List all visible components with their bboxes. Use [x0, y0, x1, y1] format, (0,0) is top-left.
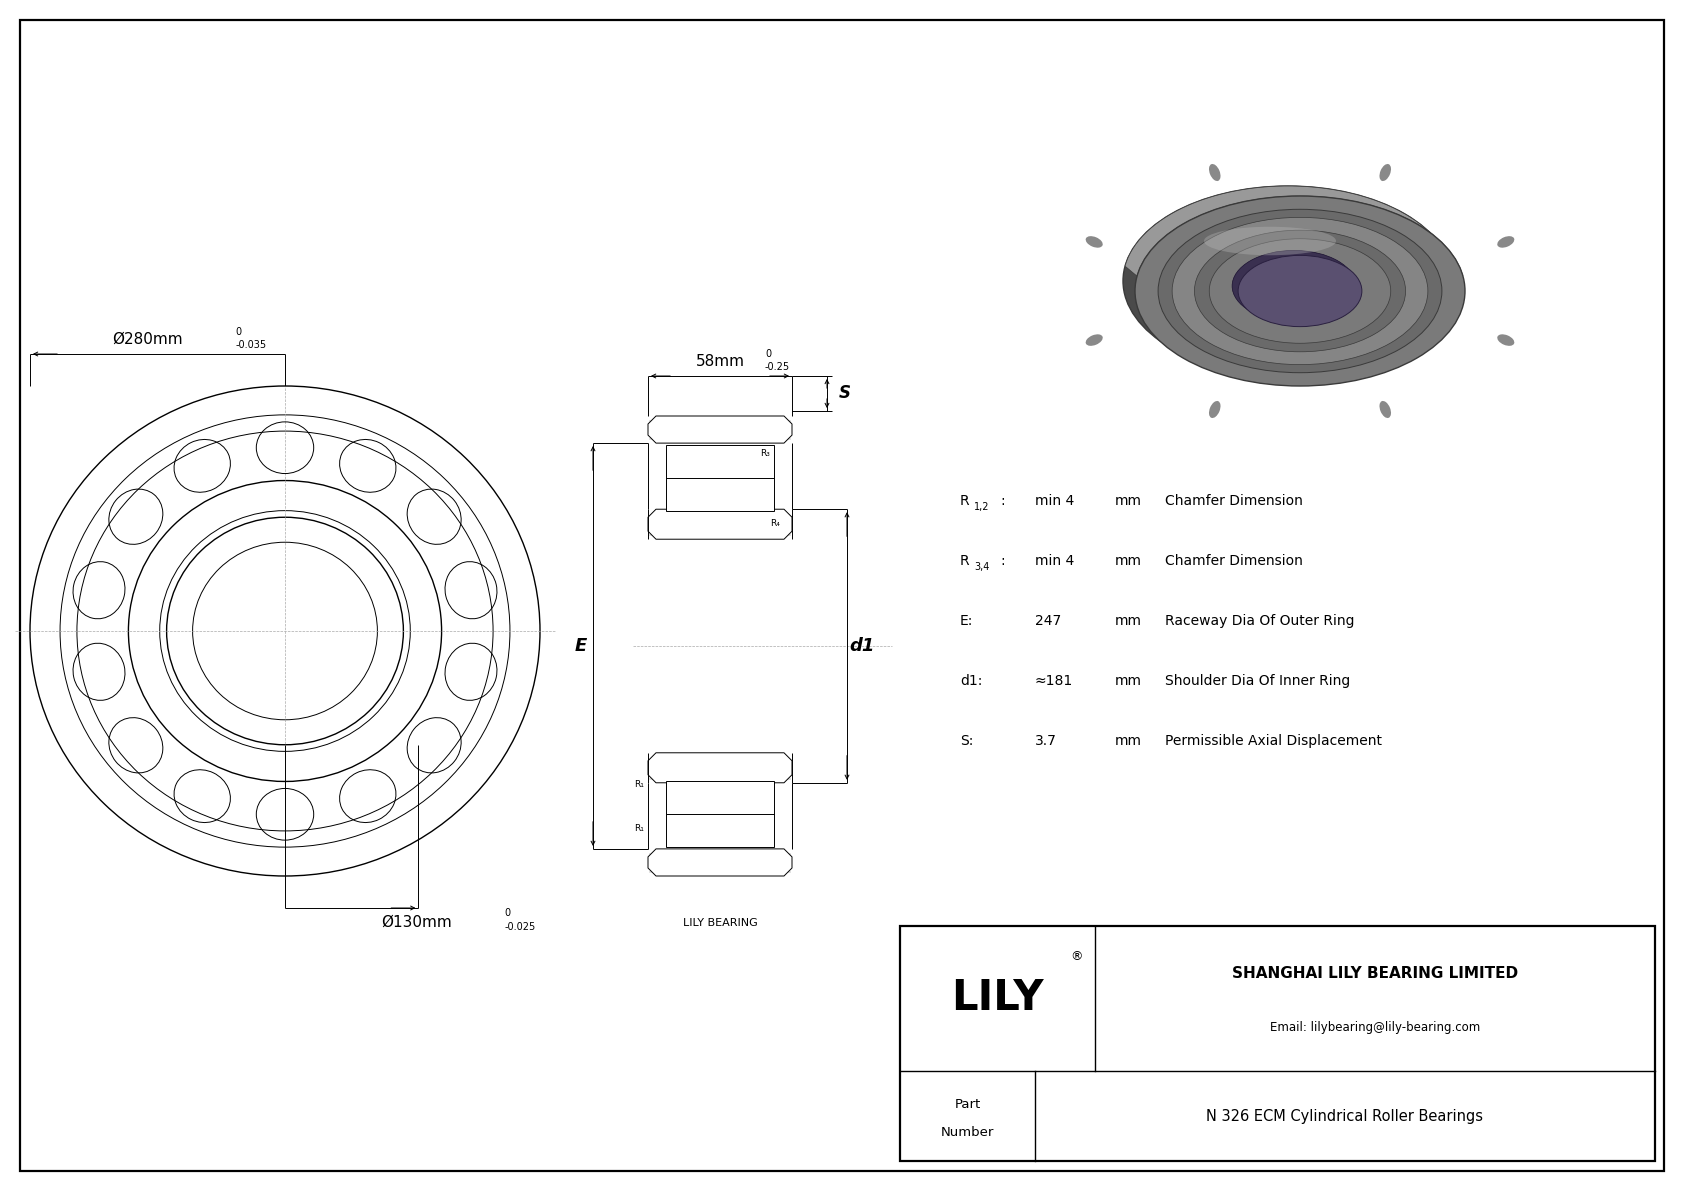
- Text: Chamfer Dimension: Chamfer Dimension: [1165, 554, 1303, 568]
- Text: Ø280mm: Ø280mm: [113, 332, 184, 347]
- Text: Shoulder Dia Of Inner Ring: Shoulder Dia Of Inner Ring: [1165, 674, 1351, 688]
- Ellipse shape: [1497, 335, 1514, 345]
- Polygon shape: [648, 510, 791, 540]
- Text: :: :: [1000, 494, 1005, 509]
- Ellipse shape: [1135, 197, 1465, 386]
- Text: 1,2: 1,2: [973, 501, 990, 512]
- Text: -0.025: -0.025: [505, 922, 536, 933]
- Text: mm: mm: [1115, 615, 1142, 628]
- Bar: [899, 925, 1655, 1161]
- Text: 0: 0: [765, 349, 771, 358]
- Text: Chamfer Dimension: Chamfer Dimension: [1165, 494, 1303, 509]
- Text: E: E: [574, 637, 588, 655]
- Text: ®: ®: [1071, 950, 1083, 964]
- Ellipse shape: [1238, 255, 1362, 326]
- Ellipse shape: [1379, 164, 1391, 181]
- Ellipse shape: [1209, 164, 1221, 181]
- Text: 247: 247: [1036, 615, 1061, 628]
- Ellipse shape: [1159, 210, 1442, 373]
- Text: mm: mm: [1115, 494, 1142, 509]
- Text: 0: 0: [236, 328, 241, 337]
- Polygon shape: [648, 849, 791, 877]
- Ellipse shape: [1497, 236, 1514, 248]
- Polygon shape: [648, 753, 791, 782]
- Text: Email: lilybearing@lily-bearing.com: Email: lilybearing@lily-bearing.com: [1270, 1021, 1480, 1034]
- Ellipse shape: [1086, 236, 1103, 248]
- Text: 0: 0: [505, 908, 510, 918]
- Text: 3,4: 3,4: [973, 562, 990, 572]
- Text: Part: Part: [955, 1097, 980, 1110]
- Ellipse shape: [1123, 186, 1453, 376]
- Ellipse shape: [1379, 401, 1391, 418]
- Text: Ø130mm: Ø130mm: [381, 915, 451, 930]
- Text: Raceway Dia Of Outer Ring: Raceway Dia Of Outer Ring: [1165, 615, 1354, 628]
- Text: R₃: R₃: [759, 449, 770, 459]
- Text: Permissible Axial Displacement: Permissible Axial Displacement: [1165, 734, 1383, 748]
- Text: E:: E:: [960, 615, 973, 628]
- Text: :: :: [1000, 554, 1005, 568]
- Text: R: R: [960, 554, 970, 568]
- Ellipse shape: [1204, 226, 1335, 255]
- Text: LILY: LILY: [951, 978, 1044, 1019]
- Text: -0.035: -0.035: [236, 339, 266, 350]
- Ellipse shape: [1233, 250, 1356, 322]
- Text: -0.25: -0.25: [765, 362, 790, 372]
- Text: 3.7: 3.7: [1036, 734, 1058, 748]
- Text: LILY BEARING: LILY BEARING: [682, 918, 758, 928]
- Text: SHANGHAI LILY BEARING LIMITED: SHANGHAI LILY BEARING LIMITED: [1233, 966, 1517, 981]
- Text: 58mm: 58mm: [695, 354, 744, 369]
- Ellipse shape: [1194, 230, 1406, 351]
- Text: S:: S:: [960, 734, 973, 748]
- Ellipse shape: [1209, 401, 1221, 418]
- Text: R₁: R₁: [635, 824, 643, 833]
- Bar: [665, 445, 775, 511]
- Text: R₄: R₄: [770, 519, 780, 529]
- Text: d1:: d1:: [960, 674, 982, 688]
- Text: ≈181: ≈181: [1036, 674, 1073, 688]
- Text: R₁: R₁: [635, 780, 643, 788]
- Ellipse shape: [1086, 335, 1103, 345]
- Text: mm: mm: [1115, 554, 1142, 568]
- Text: mm: mm: [1115, 674, 1142, 688]
- Text: d1: d1: [849, 637, 874, 655]
- Text: Number: Number: [941, 1127, 994, 1140]
- Text: mm: mm: [1115, 734, 1142, 748]
- Text: N 326 ECM Cylindrical Roller Bearings: N 326 ECM Cylindrical Roller Bearings: [1206, 1109, 1484, 1123]
- Polygon shape: [1125, 186, 1463, 276]
- Polygon shape: [648, 416, 791, 443]
- Text: S: S: [839, 385, 850, 403]
- Text: R: R: [960, 494, 970, 509]
- Ellipse shape: [1172, 218, 1428, 364]
- Text: min 4: min 4: [1036, 494, 1074, 509]
- Text: min 4: min 4: [1036, 554, 1074, 568]
- Bar: [665, 781, 775, 847]
- Ellipse shape: [1209, 238, 1391, 343]
